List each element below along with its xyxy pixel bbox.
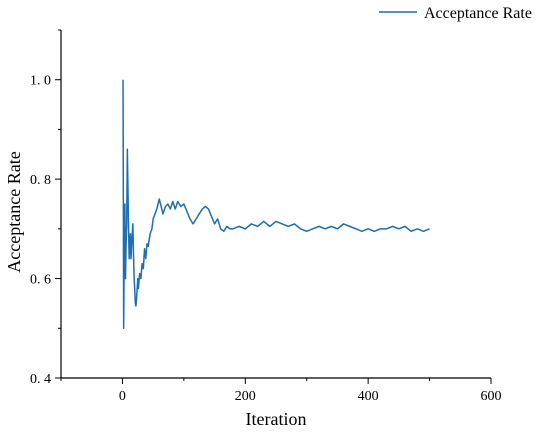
x-tick-label: 400	[358, 389, 379, 404]
series-line-acceptance-rate	[122, 79, 430, 330]
tick-labels: 0 200 400 600 0. 4 0. 6 0. 8 1. 0	[30, 74, 502, 404]
y-tick-label: 1. 0	[30, 74, 51, 89]
x-tick-label: 0	[119, 389, 126, 404]
y-tick-label: 0. 6	[30, 273, 51, 288]
x-tick-label: 200	[235, 389, 256, 404]
ticks	[55, 29, 492, 384]
plot-area	[122, 79, 430, 330]
x-axis-title: Iteration	[246, 409, 307, 429]
y-axis-title: Acceptance Rate	[4, 151, 24, 272]
y-tick-label: 0. 4	[30, 372, 51, 387]
legend-label: Acceptance Rate	[424, 5, 532, 22]
legend: Acceptance Rate	[379, 5, 532, 22]
x-tick-label: 600	[481, 389, 502, 404]
axes	[60, 30, 491, 379]
y-tick-label: 0. 8	[30, 173, 51, 188]
